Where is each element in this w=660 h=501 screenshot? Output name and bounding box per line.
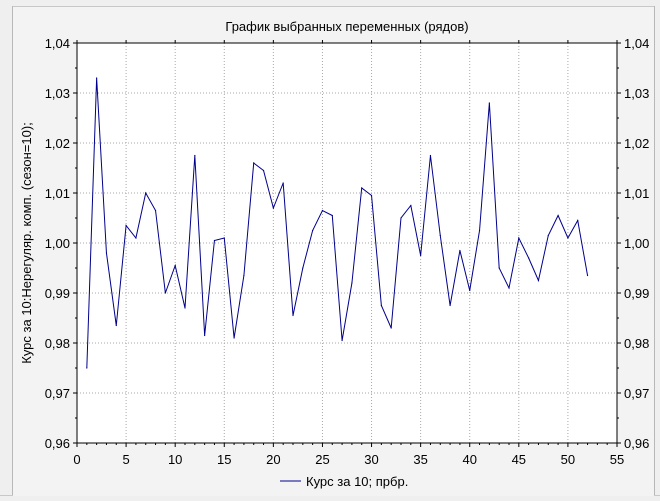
data-point	[125, 224, 127, 227]
data-point	[194, 154, 196, 157]
data-point	[213, 239, 216, 242]
y-tick-label-right: 1,04	[624, 36, 649, 51]
x-tick-label: 30	[364, 452, 378, 467]
series-line	[86, 77, 589, 369]
data-point	[86, 367, 88, 369]
data-point	[302, 267, 304, 269]
x-tick-label: 40	[462, 452, 476, 467]
data-point	[469, 289, 471, 292]
chart-title: График выбранных переменных (рядов)	[225, 19, 468, 34]
y-tick-label-left: 1,03	[45, 86, 70, 101]
x-tick-label: 55	[610, 452, 624, 467]
data-point	[164, 292, 166, 294]
x-tick-label: 25	[315, 452, 329, 467]
data-point	[135, 237, 137, 239]
y-axis-label: Курс за 10:Нерегуляр. комп. (сезон=10);	[19, 122, 34, 364]
x-tick-label: 10	[168, 452, 182, 467]
data-point	[380, 304, 382, 307]
window-top-border	[0, 0, 660, 7]
data-point	[488, 102, 490, 104]
data-point	[390, 327, 392, 329]
data-point	[204, 334, 206, 337]
x-tick-label: 50	[561, 452, 575, 467]
x-tick-label: 20	[266, 452, 280, 467]
data-point	[361, 187, 363, 189]
data-point	[567, 237, 569, 239]
data-point	[459, 249, 461, 252]
data-point	[115, 324, 117, 327]
data-point	[537, 279, 540, 282]
data-point	[577, 219, 579, 222]
data-point	[96, 77, 98, 79]
y-tick-label-left: 1,01	[45, 186, 70, 201]
data-point	[341, 339, 343, 342]
data-point	[243, 274, 245, 277]
right-scrollbar-edge	[654, 6, 660, 501]
data-point	[351, 282, 353, 284]
data-point	[331, 214, 333, 217]
y-tick-label-right: 1,03	[624, 86, 649, 101]
legend-label: Курс за 10; прбр.	[306, 474, 408, 489]
data-point	[272, 207, 274, 209]
data-point	[410, 204, 412, 207]
data-point	[174, 264, 176, 267]
data-point	[586, 274, 589, 277]
y-tick-label-left: 0,98	[45, 336, 70, 351]
data-point	[154, 209, 157, 212]
data-point	[282, 182, 284, 184]
y-tick-label-right: 0,96	[624, 436, 649, 451]
y-tick-label-left: 0,99	[45, 286, 70, 301]
data-point	[498, 267, 500, 269]
data-point	[420, 254, 422, 257]
data-point	[223, 237, 225, 239]
y-tick-label-left: 1,04	[45, 36, 70, 51]
x-tick-label: 5	[122, 452, 129, 467]
data-point	[253, 162, 255, 164]
data-point	[478, 229, 481, 232]
data-point	[528, 257, 530, 259]
data-point	[518, 237, 520, 239]
data-point	[184, 307, 186, 309]
data-point	[321, 209, 324, 212]
y-tick-label-left: 0,97	[45, 386, 70, 401]
y-tick-label-left: 0,96	[45, 436, 70, 451]
x-tick-label: 35	[413, 452, 427, 467]
data-point	[312, 229, 314, 232]
data-point	[233, 337, 235, 339]
data-point	[439, 234, 441, 237]
data-point	[145, 192, 147, 194]
x-tick-label: 45	[512, 452, 526, 467]
data-point	[449, 304, 451, 307]
data-point	[557, 214, 559, 217]
data-point	[508, 287, 510, 289]
y-tick-label-right: 0,98	[624, 336, 649, 351]
y-tick-label-right: 1,02	[624, 136, 649, 151]
x-tick-label: 15	[217, 452, 231, 467]
chart-window: 0 5 10 15 20 25 30 35 40 45 50 55 0,96 0,96 0,97 0,97 0,…	[13, 7, 654, 496]
data-point	[370, 194, 373, 197]
data-point	[262, 169, 265, 172]
y-tick-label-right: 1,00	[624, 236, 649, 251]
data-point	[400, 217, 402, 219]
y-tick-label-left: 1,02	[45, 136, 70, 151]
left-panel-edge	[0, 6, 13, 501]
y-tick-label-left: 1,00	[45, 236, 70, 251]
data-point	[292, 314, 294, 317]
data-point	[429, 154, 432, 157]
y-tick-label-right: 0,99	[624, 286, 649, 301]
y-tick-label-right: 0,97	[624, 386, 649, 401]
y-tick-label-right: 1,01	[624, 186, 649, 201]
data-point	[547, 234, 549, 237]
data-point	[105, 252, 108, 254]
x-tick-label: 0	[73, 452, 80, 467]
line-chart: 0 5 10 15 20 25 30 35 40 45 50 550,96 0,960,97 0,970,…	[19, 19, 649, 489]
